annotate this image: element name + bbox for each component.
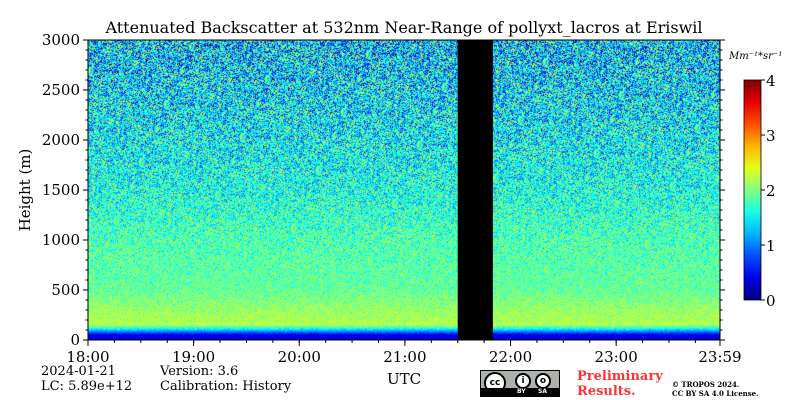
heatmap-area bbox=[88, 40, 720, 340]
copyright-notice: © TROPOS 2024. CC BY SA 4.0 License. bbox=[672, 380, 759, 398]
colorbar-gradient bbox=[743, 79, 762, 301]
copyright-line-2: CC BY SA 4.0 License. bbox=[672, 389, 759, 398]
colorbar-tick-label: 1 bbox=[766, 237, 776, 255]
x-tick-label: 19:00 bbox=[172, 348, 215, 366]
colorbar-tick-label: 2 bbox=[766, 182, 776, 200]
colorbar-unit-label: Mm⁻¹*sr⁻¹ bbox=[728, 51, 782, 62]
x-tick-label: 21:00 bbox=[383, 348, 426, 366]
preliminary-notice: Preliminary Results. bbox=[577, 369, 663, 399]
y-tick-label: 0 bbox=[70, 331, 80, 349]
calibration-label: Calibration: History bbox=[160, 379, 292, 394]
colorbar-tick-label: 3 bbox=[766, 127, 776, 145]
heatmap-image bbox=[88, 40, 720, 340]
no-data-gap bbox=[457, 40, 493, 340]
lidar-constant-label: LC: 5.89e+12 bbox=[41, 379, 133, 394]
x-axis-label: UTC bbox=[387, 370, 421, 388]
preliminary-line-2: Results. bbox=[577, 384, 636, 399]
version-label: Version: 3.6 bbox=[160, 364, 239, 379]
y-tick-label: 1000 bbox=[42, 231, 80, 249]
x-tick-label: 23:00 bbox=[595, 348, 638, 366]
colorbar-tick-label: 4 bbox=[766, 72, 776, 90]
y-tick-label: 2000 bbox=[42, 131, 80, 149]
cc-by-label: BY bbox=[517, 388, 526, 395]
x-tick-label: 22:00 bbox=[489, 348, 532, 366]
axes: 0 500 1000 1500 2000 2500 3000 18:00 19:00 20:00 2… bbox=[42, 31, 742, 366]
cc-by-sa-icon: cc i o BY SA bbox=[480, 370, 560, 397]
preliminary-line-1: Preliminary bbox=[577, 369, 663, 384]
copyright-line-1: © TROPOS 2024. bbox=[672, 380, 740, 389]
cc-sa-label: SA bbox=[538, 388, 547, 395]
date-label: 2024-01-21 bbox=[41, 364, 116, 379]
x-tick-label: 18:00 bbox=[66, 348, 109, 366]
y-tick-label: 3000 bbox=[42, 31, 80, 49]
y-tick-label: 1500 bbox=[42, 181, 80, 199]
x-tick-label: 20:00 bbox=[278, 348, 321, 366]
y-tick-label: 2500 bbox=[42, 81, 80, 99]
chart-title: Attenuated Backscatter at 532nm Near-Ran… bbox=[104, 18, 702, 37]
y-tick-label: 500 bbox=[51, 281, 80, 299]
y-axis-label: Height (m) bbox=[16, 149, 34, 232]
colorbar-tick-label: 0 bbox=[766, 292, 776, 310]
colorbar: 0 1 2 3 4 bbox=[743, 72, 776, 310]
x-tick-label: 23:59 bbox=[698, 348, 741, 366]
